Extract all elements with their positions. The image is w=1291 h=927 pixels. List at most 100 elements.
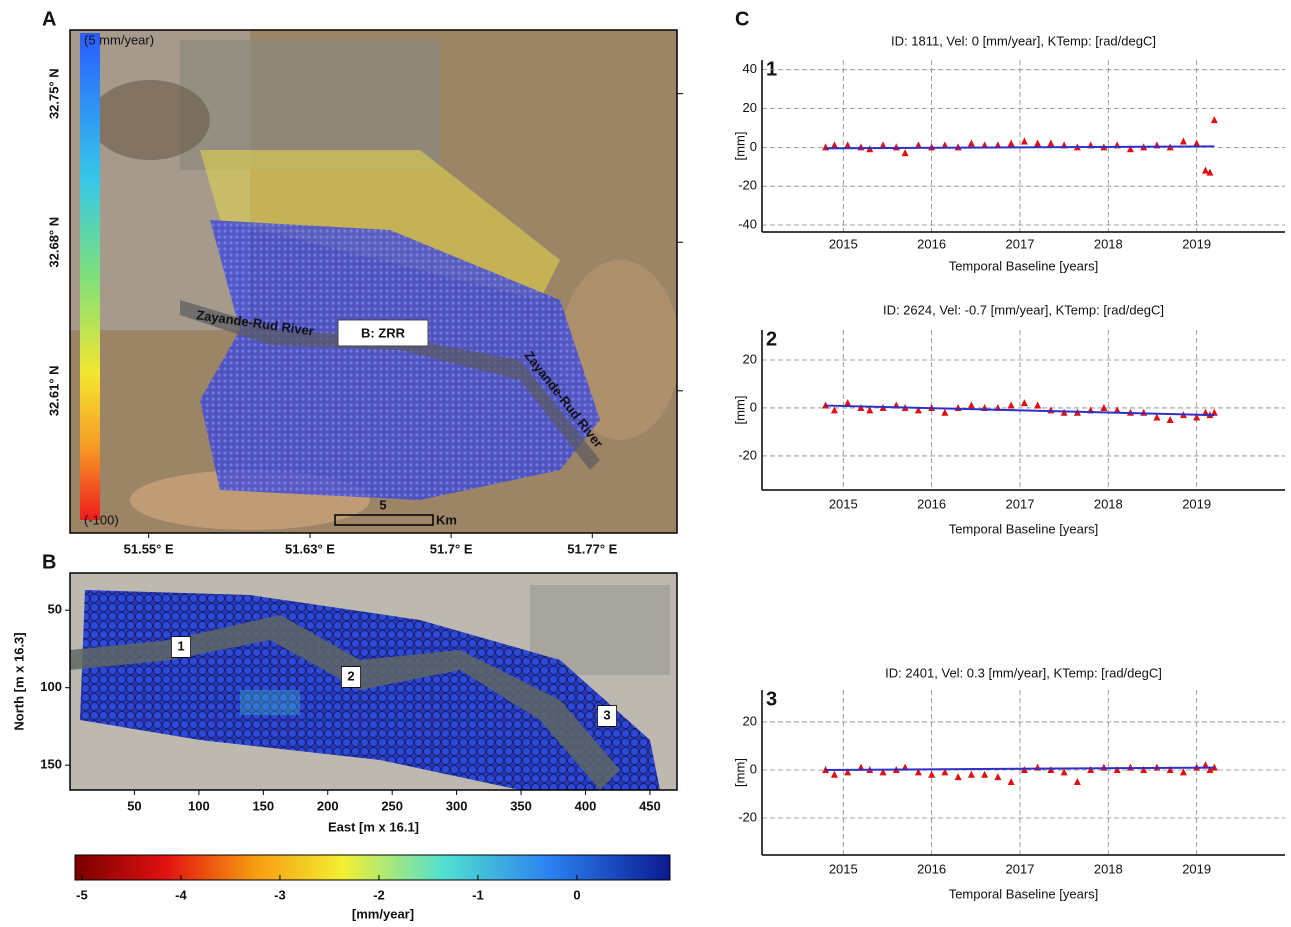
data-point: [830, 141, 838, 149]
x-tick-label: 50: [127, 798, 141, 813]
colorbar-label: [mm/year]: [352, 906, 414, 921]
x-tick-label: 2017: [1006, 496, 1035, 511]
x-tick-label: 400: [575, 798, 597, 813]
colorbar-label: (5 mm/year): [84, 32, 154, 47]
x-tick-label: 2016: [917, 236, 946, 251]
data-point: [1126, 763, 1134, 771]
data-point: [1206, 765, 1214, 773]
x-tick-label: 51.77° E: [567, 541, 617, 556]
panel-letter: B: [42, 551, 56, 573]
data-point: [914, 768, 922, 776]
data-point: [954, 403, 962, 411]
data-point: [901, 149, 909, 157]
x-axis-label: Temporal Baseline [years]: [949, 521, 1099, 536]
panel-letter: C: [735, 8, 749, 30]
annotation: 3: [603, 707, 610, 722]
data-point: [866, 406, 874, 414]
y-tick-label: 32.75° N: [46, 68, 61, 119]
data-point: [914, 141, 922, 149]
x-tick-label: 51.55° E: [124, 541, 174, 556]
data-point: [954, 773, 962, 781]
data-point: [967, 770, 975, 778]
x-tick-label: 2015: [829, 861, 858, 876]
panel-letter: A: [42, 8, 56, 30]
y-tick-label: 50: [48, 602, 62, 617]
data-point: [1020, 137, 1028, 145]
data-point: [914, 406, 922, 414]
data-point: [844, 141, 852, 149]
x-tick-label: 2018: [1094, 496, 1123, 511]
y-tick-label: 0: [750, 761, 757, 776]
label-box: [170, 636, 191, 658]
data-point: [1140, 408, 1148, 416]
y-tick-label: 150: [40, 757, 62, 772]
annotation: 1: [177, 638, 184, 653]
x-tick-label: 150: [252, 798, 274, 813]
colorbar: [80, 33, 100, 520]
x-tick-label: 2019: [1182, 861, 1211, 876]
y-axis-label: [mm]: [732, 132, 747, 161]
x-axis-label: Temporal Baseline [years]: [949, 258, 1099, 273]
map-frame: [69, 572, 678, 791]
x-tick-label: 51.7° E: [430, 541, 473, 556]
data-point: [1034, 401, 1042, 409]
y-tick-label: 20: [743, 100, 757, 115]
map-frame: [69, 29, 678, 534]
data-point: [941, 768, 949, 776]
data-point: [1113, 765, 1121, 773]
data-point: [928, 770, 936, 778]
data-point: [892, 143, 900, 151]
y-tick-label: 32.68° N: [46, 217, 61, 268]
y-tick-label: 100: [40, 679, 62, 694]
x-tick-label: 2019: [1182, 496, 1211, 511]
data-point: [844, 768, 852, 776]
label-box: [337, 319, 429, 347]
colorbar-tick-label: -5: [76, 887, 88, 902]
scale-value: 5: [379, 497, 386, 512]
x-tick-label: 2015: [829, 236, 858, 251]
data-point: [830, 770, 838, 778]
data-point: [967, 139, 975, 147]
data-point: [941, 408, 949, 416]
data-point: [879, 141, 887, 149]
data-point: [1126, 145, 1134, 153]
y-tick-label: -20: [738, 178, 757, 193]
y-tick-label: -20: [738, 447, 757, 462]
annotation: B: ZRR: [361, 325, 406, 340]
y-axis-label: North [m x 16.3]: [11, 632, 26, 730]
scale-unit: Km: [436, 512, 457, 527]
y-tick-label: 0: [750, 399, 757, 414]
y-tick-label: 0: [750, 139, 757, 154]
chart-title: ID: 2624, Vel: -0.7 [mm/year], KTemp: [r…: [883, 302, 1164, 317]
data-point: [1179, 768, 1187, 776]
data-point: [830, 406, 838, 414]
data-point: [1007, 139, 1015, 147]
data-point: [1166, 765, 1174, 773]
y-tick-label: 20: [743, 351, 757, 366]
data-point: [1201, 166, 1209, 174]
colorbar-tick-label: -4: [175, 887, 187, 902]
panel-number: 3: [766, 688, 777, 710]
x-tick-label: 300: [446, 798, 468, 813]
x-tick-label: 2017: [1006, 861, 1035, 876]
data-point: [879, 768, 887, 776]
x-tick-label: 100: [188, 798, 210, 813]
y-tick-label: -40: [738, 216, 757, 231]
x-tick-label: 2016: [917, 496, 946, 511]
data-point: [1210, 763, 1218, 771]
data-point: [857, 403, 865, 411]
label-box: [340, 666, 361, 688]
fit-line: [825, 766, 1215, 771]
y-tick-label: 20: [743, 713, 757, 728]
data-point: [1007, 401, 1015, 409]
data-point: [1210, 408, 1218, 416]
data-point: [1034, 139, 1042, 147]
data-point: [1153, 413, 1161, 421]
annotation: 2: [347, 668, 354, 683]
data-point: [1193, 139, 1201, 147]
data-point: [857, 143, 865, 151]
data-point: [1206, 168, 1214, 176]
fit-line: [825, 404, 1215, 417]
data-point: [1073, 777, 1081, 785]
